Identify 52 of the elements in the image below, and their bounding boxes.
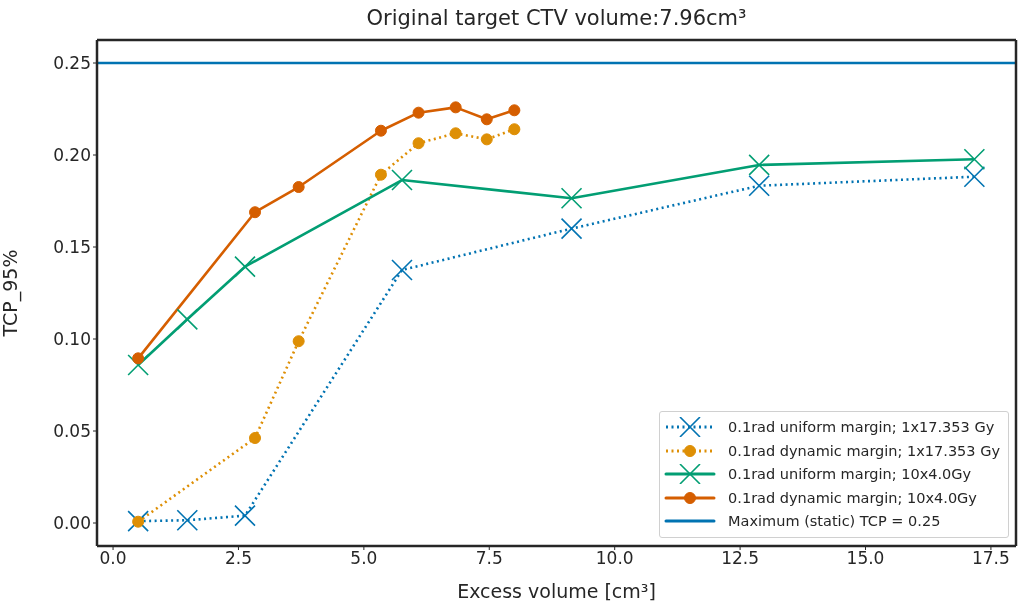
- point: [412, 137, 425, 150]
- y-tick-label: 0.15: [53, 237, 91, 258]
- x-tick-label: 5.0: [350, 548, 378, 569]
- x-tick-label: 12.5: [721, 548, 760, 569]
- point: [234, 255, 256, 278]
- point: [480, 113, 493, 126]
- x-tick-label: 17.5: [971, 548, 1010, 569]
- legend-label: Maximum (static) TCP = 0.25: [728, 513, 941, 530]
- point: [234, 504, 256, 527]
- legend-label: 0.1rad dynamic margin; 1x17.353 Gy: [728, 442, 1000, 459]
- legend-label: 0.1rad dynamic margin; 10x4.0Gy: [728, 489, 977, 506]
- point: [748, 174, 770, 197]
- point: [374, 124, 387, 137]
- point: [748, 154, 770, 176]
- point: [127, 354, 149, 376]
- point: [412, 106, 425, 119]
- y-tick-label: 0.25: [53, 53, 91, 74]
- point: [508, 123, 521, 136]
- point: [249, 431, 262, 444]
- y-tick-label: 0.10: [53, 329, 91, 350]
- point: [560, 217, 583, 240]
- x-tick-label: 15.0: [846, 548, 885, 569]
- point: [374, 168, 387, 181]
- y-tick-label: 0.00: [53, 513, 91, 534]
- point: [132, 352, 145, 365]
- point: [292, 335, 305, 348]
- x-axis-title: Excess volume [cm³]: [457, 580, 656, 602]
- x-tick-label: 2.5: [224, 548, 252, 569]
- point: [449, 101, 462, 114]
- point: [292, 181, 305, 194]
- point: [391, 259, 413, 281]
- y-tick-label: 0.05: [53, 421, 91, 442]
- point: [249, 206, 262, 219]
- point: [963, 148, 986, 171]
- point: [176, 308, 199, 331]
- chart-title: Original target CTV volume:7.96cm³: [365, 6, 748, 30]
- point: [127, 510, 149, 532]
- point: [391, 169, 413, 191]
- x-tick-label: 0.0: [99, 548, 127, 569]
- point: [508, 104, 521, 117]
- legend-label: 0.1rad uniform margin; 1x17.353 Gy: [728, 419, 995, 436]
- point: [449, 127, 462, 140]
- x-tick-label: 10.0: [595, 548, 634, 569]
- legend-label: 0.1rad uniform margin; 10x4.0Gy: [728, 466, 972, 483]
- point: [560, 187, 583, 210]
- point: [480, 133, 493, 146]
- point: [963, 165, 986, 188]
- y-axis-title: TCP_95%: [0, 249, 22, 338]
- y-tick-label: 0.20: [53, 145, 91, 166]
- point: [132, 515, 145, 528]
- point: [176, 509, 199, 532]
- x-tick-label: 7.5: [475, 548, 503, 569]
